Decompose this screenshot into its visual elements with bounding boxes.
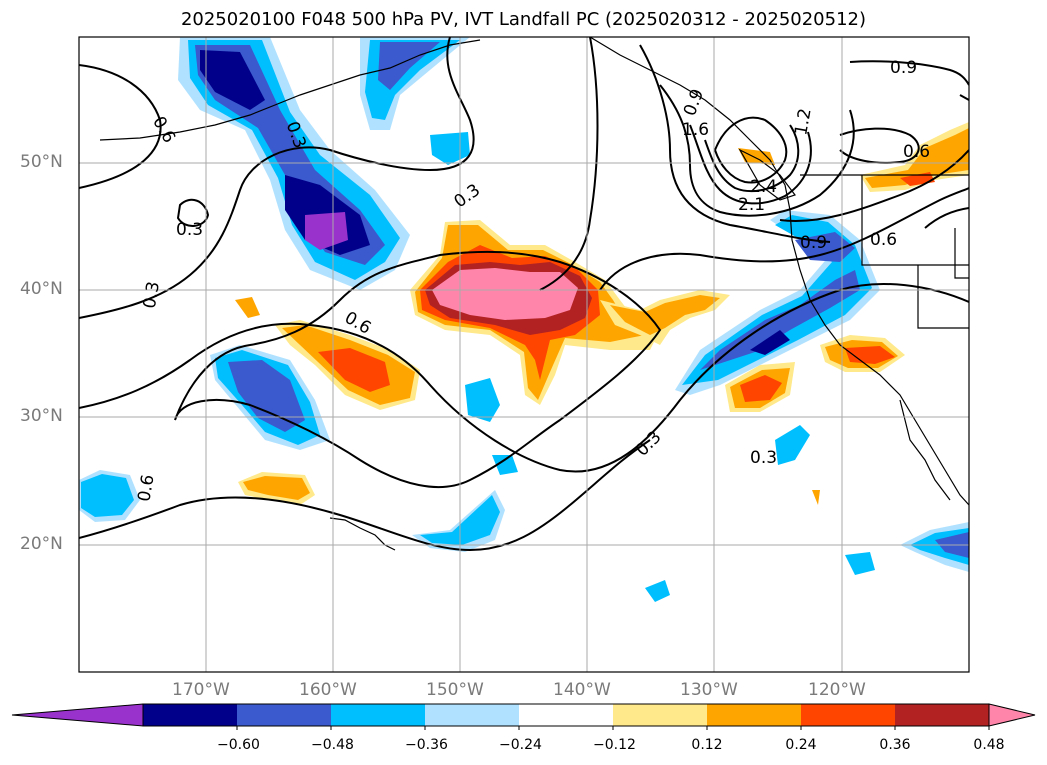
colorbar-tick-label: 0.24 (785, 737, 817, 753)
pos-anomaly-vancouver (738, 148, 775, 165)
contour-label: 0.6 (870, 230, 897, 250)
colorbar-tick-label: −0.24 (499, 737, 542, 753)
pos-anomaly-southwest-core (243, 476, 310, 500)
neg-anomaly-center (465, 378, 500, 422)
contour-09-top (849, 60, 969, 86)
colorbar-segment (519, 704, 614, 726)
contour-03-north (79, 64, 162, 189)
contour-12 (659, 84, 855, 217)
chart-title: 2025020100 F048 500 hPa PV, IVT Landfall… (180, 9, 867, 30)
colorbar-tick-label: −0.36 (405, 737, 448, 753)
colorbar-tick-label: −0.60 (217, 737, 260, 753)
lon-tick-label: 170°W (172, 680, 230, 700)
contour-label: 0.3 (176, 220, 203, 240)
neg-anomaly-coastal-band-core (700, 270, 860, 370)
pos-anomaly-east-arm-core (610, 295, 720, 335)
coastline-hawaii (329, 517, 396, 551)
neg-anomaly-nw-strip-deep (200, 50, 265, 110)
neg-anomaly-tropic-east (845, 552, 875, 575)
contour-03-west (79, 37, 475, 319)
contour-09-a (639, 44, 831, 243)
contour-ne-right (959, 94, 969, 101)
colorbar-tick-label: 0.12 (691, 737, 723, 753)
contour-far-right (924, 207, 969, 229)
coastline-alaska (99, 39, 481, 141)
neg-anomaly-purple (305, 212, 348, 250)
grid (79, 37, 969, 672)
neg-anomaly-south-inner (420, 495, 500, 545)
colorbar-segment (613, 704, 708, 726)
colorbar-tick-label: 0.36 (879, 737, 911, 753)
lon-tick-label: 120°W (808, 680, 866, 700)
contour-20 (704, 124, 800, 193)
contour-label: 0.3 (140, 280, 164, 310)
colorbar-tick-label: −0.12 (593, 737, 636, 753)
contour-06 (174, 250, 662, 489)
contour-label: 1.6 (682, 120, 709, 140)
pos-anomaly-east-mid-red (740, 375, 782, 402)
lat-tick-label: 30°N (20, 406, 63, 426)
pos-anomaly-west-red (318, 348, 390, 392)
pv-contours (79, 37, 969, 552)
neg-anomaly-coastal-band-inner (682, 215, 872, 385)
pos-anomaly-dot-nw (235, 297, 260, 318)
shading-negative (79, 37, 969, 602)
lon-tick-label: 130°W (680, 680, 738, 700)
neg-anomaly-center-south (492, 455, 518, 475)
colorbar-tick-label: −0.48 (311, 737, 354, 753)
contour-label: 0.9 (890, 58, 917, 78)
contour-label: 1.2 (791, 107, 815, 137)
neg-anomaly-far-west-inner (81, 474, 134, 517)
contour-label: 0.6 (134, 473, 158, 503)
lon-tick-label: 160°W (299, 680, 357, 700)
neg-anomaly-coastal-deep (750, 330, 790, 355)
colorbar-segment (331, 704, 426, 726)
lat-tick-label: 50°N (20, 152, 63, 172)
contour-ne-ring (839, 127, 920, 164)
colorbar-segment (801, 704, 896, 726)
colorbar-extend-low (11, 703, 144, 727)
contour-label: 2.4 (750, 177, 777, 197)
contour-24 (713, 116, 788, 184)
colorbar-extend-high (988, 703, 1036, 727)
contour-label: 0.9 (800, 233, 827, 253)
map-frame (78, 36, 970, 673)
colorbar (11, 703, 1036, 730)
pos-anomaly-main-pink (432, 268, 578, 320)
lon-tick-label: 140°W (553, 680, 611, 700)
lat-tick-label: 40°N (20, 279, 63, 299)
colorbar-segment (425, 704, 520, 726)
colorbar-segment (143, 704, 238, 726)
neg-anomaly-west-mid-core (228, 360, 305, 432)
pos-anomaly-coast-red (845, 346, 895, 364)
lon-tick-label: 150°W (426, 680, 484, 700)
colorbar-segment (237, 704, 332, 726)
contour-label: 0.3 (750, 448, 777, 468)
coastline-se-alaska (589, 37, 969, 506)
pos-anomaly-tiny (812, 490, 820, 505)
contour-outer-2 (599, 187, 969, 291)
lat-tick-label: 20°N (20, 534, 63, 554)
contour-label: 2.1 (738, 195, 765, 215)
contour-16 (689, 124, 812, 205)
neg-anomaly-tropic (645, 580, 670, 602)
shading-positive (235, 122, 969, 505)
contour-03-circle (176, 198, 210, 227)
contour-outer-1 (539, 37, 599, 291)
contour-03-lower (79, 439, 651, 552)
neg-anomaly-sw-coast (775, 425, 810, 465)
colorbar-tick-label: 0.48 (973, 737, 1005, 753)
colorbar-segment (707, 704, 802, 726)
coastline-vancouver-island (738, 148, 796, 201)
colorbar-outline (142, 703, 990, 727)
colorbar-segment (895, 704, 990, 726)
contour-label: 0.6 (903, 142, 930, 162)
